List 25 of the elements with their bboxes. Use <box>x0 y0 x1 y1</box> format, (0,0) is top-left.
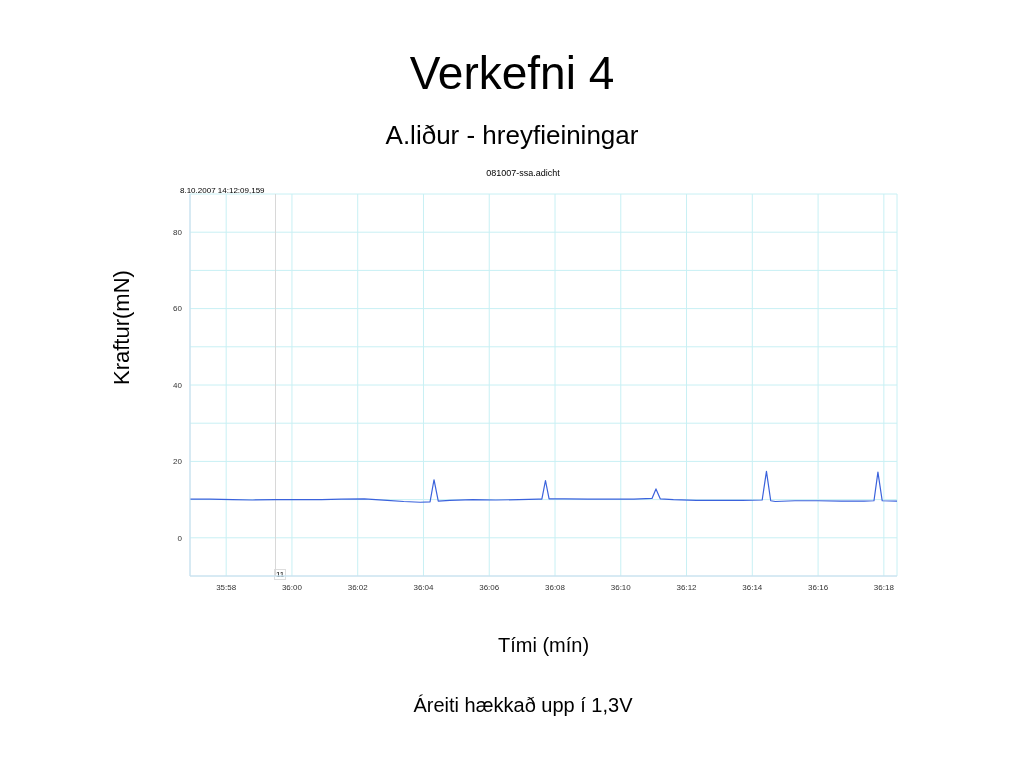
line-series <box>190 470 897 503</box>
x-tick-label: 36:18 <box>873 582 895 592</box>
x-tick-label: 36:16 <box>808 582 829 592</box>
y-tick-label: 40 <box>173 380 183 390</box>
x-tick-label: 36:04 <box>413 582 435 592</box>
chart-title: Verkefni 4 <box>408 46 616 100</box>
y-tick-label: 20 <box>173 457 183 467</box>
x-tick-label: 36:14 <box>742 582 763 592</box>
x-tick-label: 36:10 <box>610 582 632 592</box>
chart-subtitle: A.liður - hreyfieiningar <box>384 120 640 151</box>
text: 081007-ssa.adicht <box>485 168 561 178</box>
x-tick-label: 36:00 <box>281 582 303 592</box>
y-tick-label: 60 <box>173 304 183 314</box>
annotation: 8.10.2007 14:12:09,159 <box>180 186 265 195</box>
x-tick-label: 36:08 <box>544 582 566 592</box>
x-tick-label: 36:02 <box>347 582 369 592</box>
x-tick-label: 35:58 <box>216 582 237 592</box>
annotation: 11 <box>274 569 287 580</box>
x-tick-label: 36:12 <box>676 582 698 592</box>
x-tick-label: 36:06 <box>479 582 500 592</box>
x-axis-title: Tími (mín) <box>497 634 590 656</box>
y-tick-label: 0 <box>177 533 183 543</box>
text: Áreiti hækkað upp í 1,3V <box>412 694 634 717</box>
y-tick-label: 80 <box>173 228 183 238</box>
y-axis-title: Kraftur(mN) <box>108 270 134 385</box>
